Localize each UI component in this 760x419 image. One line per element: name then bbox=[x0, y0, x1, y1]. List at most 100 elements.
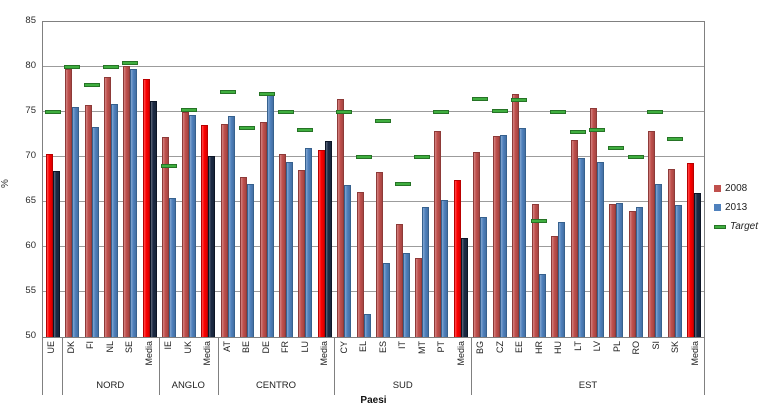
bar-pair-Media bbox=[142, 22, 157, 337]
bar-2013-FR bbox=[285, 162, 293, 337]
legend: 2008 2013 Target bbox=[714, 183, 758, 232]
bar-group-Media bbox=[451, 22, 470, 337]
target-marker-PT bbox=[433, 110, 450, 114]
group-separator-3 bbox=[217, 338, 219, 395]
x-label-cell-UE: UE bbox=[42, 338, 62, 375]
x-label-cell-RO: RO bbox=[627, 338, 647, 375]
legend-item-target: Target bbox=[714, 221, 758, 232]
bar-group-BG bbox=[471, 22, 490, 337]
x-label-FI: FI bbox=[85, 341, 96, 349]
bar-group-SI bbox=[646, 22, 665, 337]
bar-2008-BE bbox=[240, 176, 248, 337]
bar-group-SE bbox=[121, 22, 140, 337]
x-label-cell-DE: DE bbox=[257, 338, 277, 375]
x-label-cell-FR: FR bbox=[276, 338, 296, 375]
bar-2013-LU bbox=[305, 148, 313, 337]
x-label-LU: LU bbox=[299, 341, 310, 353]
bar-group-EE bbox=[510, 22, 529, 337]
bar-pair-PL bbox=[609, 22, 624, 337]
x-label-cell-CZ: CZ bbox=[491, 338, 511, 375]
bar-2008-Media bbox=[687, 163, 695, 337]
group-label-SUD: SUD bbox=[335, 375, 472, 395]
x-label-CY: CY bbox=[338, 341, 349, 354]
target-marker-EL bbox=[355, 155, 372, 160]
bar-2008-Media bbox=[453, 179, 461, 337]
bar-2008-SK bbox=[667, 168, 675, 337]
bar-pair-CY bbox=[337, 22, 352, 337]
target-marker-EE bbox=[511, 98, 528, 103]
bar-pair-LU bbox=[298, 22, 313, 337]
bar-2008-FI bbox=[84, 104, 92, 337]
x-label-cell-Media: Media bbox=[452, 338, 472, 375]
gridline-80 bbox=[43, 66, 704, 67]
bar-group-NL bbox=[101, 22, 120, 337]
bar-pair-BG bbox=[473, 22, 488, 337]
group-label-text-CENTRO: CENTRO bbox=[255, 379, 297, 391]
bar-pair-DK bbox=[65, 22, 80, 337]
group-label-text-ANGLO: ANGLO bbox=[171, 379, 205, 391]
x-label-cell-IE: IE bbox=[159, 338, 179, 375]
bar-2013-UK bbox=[188, 114, 196, 337]
legend-label-2008: 2008 bbox=[725, 183, 748, 194]
group-label-ANGLO: ANGLO bbox=[159, 375, 218, 395]
group-label-NORD: NORD bbox=[62, 375, 160, 395]
country-label-row: UE DK FI NL SE Media IE UK Media AT BE DE FR LU Media C… bbox=[42, 338, 705, 375]
bar-2013-PL bbox=[616, 202, 624, 337]
gridline-70 bbox=[43, 156, 704, 157]
y-tick-75: 75 bbox=[25, 105, 36, 116]
x-label-DK: DK bbox=[65, 341, 76, 354]
bar-pair-Media bbox=[453, 22, 468, 337]
target-marker-ES bbox=[375, 119, 392, 124]
bar-2008-HR bbox=[531, 203, 539, 337]
bar-2008-HU bbox=[551, 236, 559, 337]
bar-2013-IT bbox=[402, 253, 410, 337]
target-marker-LV bbox=[588, 128, 605, 132]
x-axis-title: Paesi bbox=[360, 395, 387, 406]
bar-2013-HU bbox=[558, 221, 566, 337]
target-marker-DE bbox=[258, 92, 275, 96]
y-tick-65: 65 bbox=[25, 195, 36, 206]
bar-pair-IT bbox=[395, 22, 410, 337]
bar-group-FI bbox=[82, 22, 101, 337]
bar-pair-UE bbox=[45, 22, 60, 337]
x-label-UE: UE bbox=[46, 341, 57, 354]
bar-group-Media bbox=[684, 22, 703, 337]
bar-2013-EE bbox=[519, 128, 527, 337]
target-marker-CY bbox=[336, 110, 353, 114]
group-label-text-NORD: NORD bbox=[96, 379, 125, 391]
bar-2013-LT bbox=[577, 157, 585, 337]
x-label-cell-IT: IT bbox=[393, 338, 413, 375]
plot-area bbox=[42, 21, 705, 338]
group-separator-1 bbox=[61, 338, 63, 395]
bar-group-BE bbox=[237, 22, 256, 337]
bar-pair-Media bbox=[317, 22, 332, 337]
x-label-cell-CY: CY bbox=[335, 338, 355, 375]
bar-pair-HU bbox=[551, 22, 566, 337]
bar-2008-IT bbox=[395, 223, 403, 337]
bar-group-HR bbox=[529, 22, 548, 337]
x-label-FR: FR bbox=[280, 341, 291, 353]
bar-group-FR bbox=[276, 22, 295, 337]
x-label-PL: PL bbox=[611, 341, 622, 353]
bar-2013-RO bbox=[635, 207, 643, 337]
bar-2013-HR bbox=[538, 274, 546, 337]
target-marker-LT bbox=[569, 129, 586, 134]
bar-group-MT bbox=[412, 22, 431, 337]
bar-group-Media bbox=[140, 22, 159, 337]
bar-2013-BE bbox=[247, 184, 255, 337]
bar-group-SK bbox=[665, 22, 684, 337]
target-marker-SI bbox=[647, 110, 664, 114]
bar-pair-Media bbox=[687, 22, 702, 337]
bar-2013-CZ bbox=[499, 135, 507, 337]
bar-2008-IE bbox=[162, 137, 170, 337]
gridline-60 bbox=[43, 246, 704, 247]
bar-group-RO bbox=[626, 22, 645, 337]
x-label-cell-SI: SI bbox=[647, 338, 667, 375]
group-separator-0 bbox=[42, 338, 43, 395]
target-marker-UK bbox=[180, 108, 197, 113]
bar-group-DK bbox=[62, 22, 81, 337]
bar-2008-LV bbox=[589, 108, 597, 337]
bar-2013-CY bbox=[344, 184, 352, 337]
bar-2008-Media bbox=[201, 124, 209, 337]
bar-group-ES bbox=[373, 22, 392, 337]
